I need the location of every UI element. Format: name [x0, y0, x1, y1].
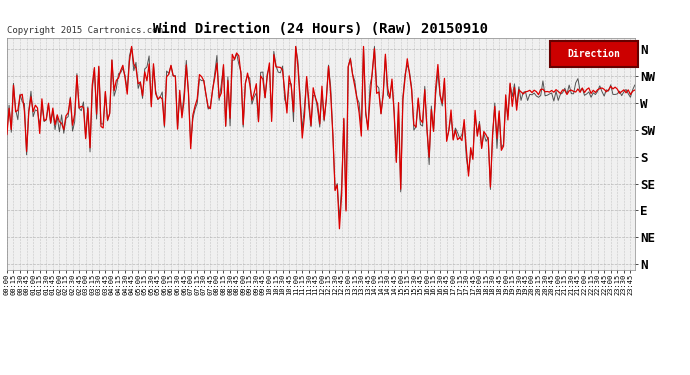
Text: Copyright 2015 Cartronics.com: Copyright 2015 Cartronics.com	[7, 26, 163, 35]
Text: Direction: Direction	[568, 49, 620, 59]
Title: Wind Direction (24 Hours) (Raw) 20150910: Wind Direction (24 Hours) (Raw) 20150910	[153, 22, 489, 36]
FancyBboxPatch shape	[550, 41, 638, 67]
